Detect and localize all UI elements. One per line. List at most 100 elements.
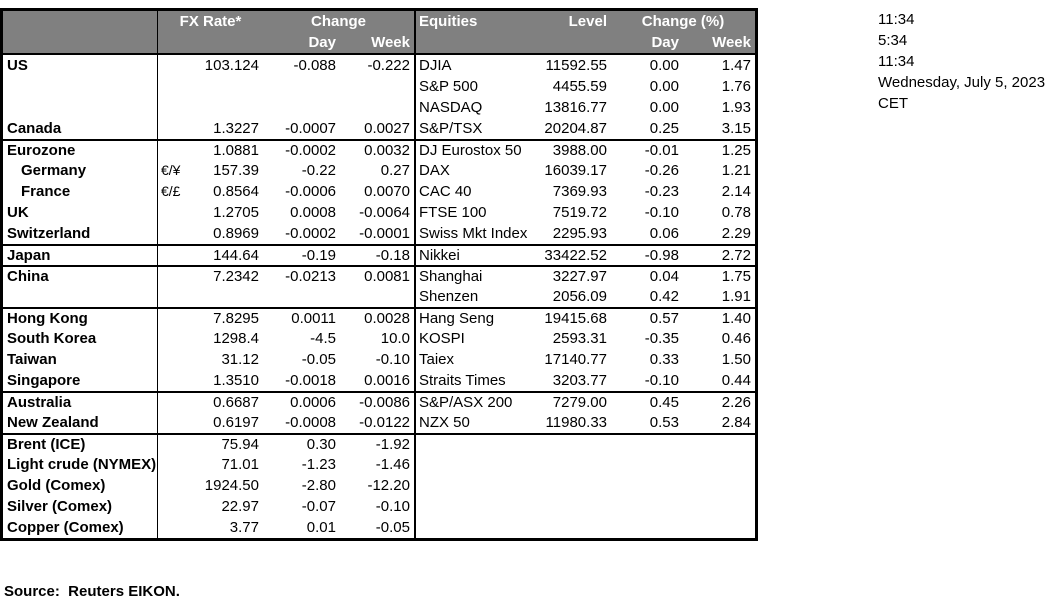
fx-week-change-cell: -12.20: [340, 475, 416, 496]
equities-day-header: Day: [651, 34, 679, 51]
fx-day-change-cell: -0.0006: [285, 183, 336, 200]
equity-level-cell: 11980.33: [545, 414, 607, 431]
fx-rate-cell: 22.97: [158, 496, 263, 517]
fx-day-change-cell: -0.0008: [285, 414, 336, 431]
fx-day-header: Day: [308, 34, 336, 51]
equity-week-change-cell: 1.76: [721, 78, 751, 95]
fx-country-cell: Switzerland: [3, 223, 158, 244]
fx-day-change-cell: -0.19: [301, 247, 336, 264]
equity-week-change-cell: 1.75: [721, 268, 751, 285]
fx-day-change-cell: 0.30: [306, 436, 336, 453]
table-row: Switzerland 0.8969 -0.0002 -0.0001 Swiss Mkt…: [3, 223, 755, 244]
table-row: S&P 500 4455.59 0.00 1.76: [3, 76, 755, 97]
equity-day-change-cell: 0.00: [649, 78, 679, 95]
fx-week-change-cell: 0.0027: [340, 118, 416, 139]
fx-rate-cell: 71.01: [158, 454, 263, 475]
fx-week-change-cell: 0.0028: [340, 309, 416, 328]
fx-week-change-cell: 10.0: [340, 328, 416, 349]
header-level-spacer: [540, 32, 611, 53]
fx-week-change-cell: -1.92: [340, 435, 416, 454]
fx-day-change-cell: 0.0006: [290, 394, 336, 411]
table-row: Australia 0.6687 0.0006 -0.0086 S&P/ASX 200 7…: [3, 391, 755, 412]
equity-name-cell: S&P/ASX 200: [419, 394, 513, 411]
fx-country-cell: [3, 97, 158, 118]
fx-rate-cell: [158, 76, 263, 97]
fx-rate-value: 0.6197: [213, 414, 259, 431]
table-row: Gold (Comex) 1924.50 -2.80 -12.20: [3, 475, 755, 496]
equity-level-cell: 3988.00: [552, 142, 607, 159]
equity-day-change-cell: -0.10: [644, 372, 679, 389]
equity-week-change-cell: 1.21: [721, 162, 751, 179]
fx-day-change-cell: 0.0011: [291, 310, 336, 327]
fx-day-change-cell: -0.0018: [285, 372, 336, 389]
fx-country-cell: France: [3, 181, 158, 202]
fx-rate-cell: 1.3227: [158, 118, 263, 139]
equity-level-cell: [540, 454, 611, 475]
equity-day-change-cell: -0.23: [644, 183, 679, 200]
equity-name-cell: DJ Eurostox 50: [419, 142, 522, 159]
fx-rate-cell: 31.12: [158, 349, 263, 370]
equity-name-cell: Hang Seng: [419, 310, 495, 327]
equity-level-cell: 2056.09: [552, 288, 607, 305]
fx-rate-cell: 103.124: [158, 55, 263, 76]
equity-week-change-cell: 0.44: [721, 372, 751, 389]
time-line-2: 5:34: [878, 32, 908, 49]
fx-week-change-cell: -0.05: [340, 517, 416, 538]
fx-week-change-cell: 0.0016: [340, 370, 416, 391]
fx-week-change-cell: 0.0070: [340, 181, 416, 202]
equity-week-change-cell: 0.78: [721, 204, 751, 221]
equity-name-cell: FTSE 100: [419, 204, 487, 221]
table-row: South Korea 1298.4 -4.5 10.0 KOSPI 2593.31 -0.…: [3, 328, 755, 349]
equity-level-cell: 13816.77: [544, 99, 607, 116]
fx-country-cell: Australia: [3, 393, 158, 412]
header-row-2: Day Week Day Week: [3, 32, 755, 53]
fx-rate-value: 7.8295: [213, 310, 259, 327]
fx-rate-cell: 144.64: [158, 246, 263, 265]
fx-country-cell: China: [3, 267, 158, 286]
equity-day-change-cell: 0.57: [649, 310, 679, 327]
fx-rate-cell: 0.6687: [158, 393, 263, 412]
equity-day-change-cell: 0.25: [649, 120, 679, 137]
fx-country-cell: Gold (Comex): [3, 475, 158, 496]
equity-week-change-cell: 1.91: [721, 288, 751, 305]
fx-rate-value: 1.2705: [213, 204, 259, 221]
equity-week-change-cell: [683, 435, 755, 454]
fx-rate-value: 31.12: [221, 351, 259, 368]
equity-week-change-cell: 3.15: [721, 120, 751, 137]
fx-day-change-cell: -0.07: [301, 498, 336, 515]
table-row: Shenzen 2056.09 0.42 1.91: [3, 286, 755, 307]
table-row: Copper (Comex) 3.77 0.01 -0.05: [3, 517, 755, 538]
equity-day-change-cell: 0.06: [649, 225, 679, 242]
equity-day-change-cell: -0.26: [644, 162, 679, 179]
table-row: Eurozone 1.0881 -0.0002 0.0032 DJ Eurostox 5…: [3, 139, 755, 160]
header-country-spacer: [3, 11, 158, 32]
equity-name-cell: Nikkei: [419, 247, 460, 264]
equity-day-change-cell: -0.98: [644, 247, 679, 264]
fx-day-change-cell: [263, 286, 340, 307]
source-note: Source: Reuters EIKON.: [4, 583, 180, 600]
fx-day-change-cell: [263, 76, 340, 97]
fx-week-change-cell: 0.27: [340, 160, 416, 181]
equities-header: Equities: [419, 13, 478, 30]
fx-rate-value: 1298.4: [213, 330, 259, 347]
datetime-panel: 11:34 5:34 11:34 Wednesday, July 5, 2023…: [878, 9, 1045, 114]
market-data-table: FX Rate* Change Equities Level Change (%…: [0, 8, 758, 541]
table-row: Singapore 1.3510 -0.0018 0.0016 Straits Time…: [3, 370, 755, 391]
date-line: Wednesday, July 5, 2023: [878, 74, 1046, 91]
fx-country-cell: New Zealand: [3, 412, 158, 433]
equity-level-cell: 2295.93: [552, 225, 607, 242]
equity-day-change-cell: -0.10: [644, 204, 679, 221]
fx-week-change-cell: -0.0064: [340, 202, 416, 223]
fx-rate-cell: 0.8969: [158, 223, 263, 244]
time-line-3: 11:34: [878, 53, 915, 70]
fx-rate-cell: €/¥ 157.39: [158, 160, 263, 181]
fx-rate-cell: 7.2342: [158, 267, 263, 286]
equity-level-cell: 19415.68: [544, 310, 607, 327]
table-row: Germany €/¥ 157.39 -0.22 0.27 DAX 16039.17 -0.2…: [3, 160, 755, 181]
equity-day-change-cell: [611, 517, 683, 538]
equity-week-change-cell: [683, 475, 755, 496]
equity-week-change-cell: 2.72: [721, 247, 751, 264]
fx-week-change-cell: -1.46: [340, 454, 416, 475]
fx-day-change-cell: -0.088: [293, 57, 336, 74]
